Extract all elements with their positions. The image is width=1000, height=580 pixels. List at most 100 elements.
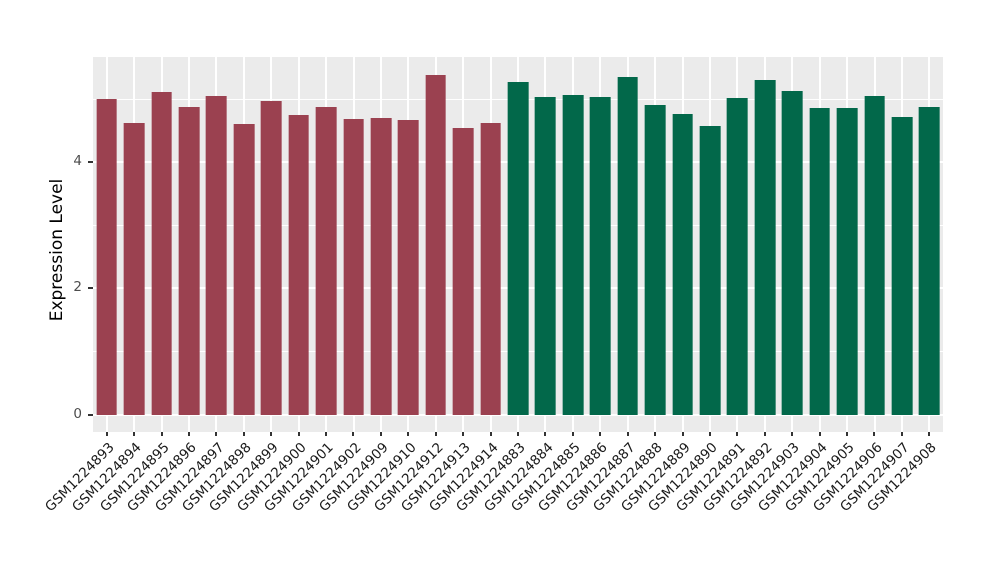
x-tick-mark — [818, 432, 821, 436]
bar-slot — [285, 57, 312, 432]
bar-GSM1224892 — [754, 80, 776, 415]
bar-GSM1224913 — [452, 128, 474, 415]
bar-GSM1224884 — [535, 97, 556, 415]
bar-slot — [916, 57, 943, 432]
bar-slot — [312, 57, 339, 432]
bar-slot — [587, 57, 614, 432]
bar-slot — [148, 57, 175, 432]
x-tick-mark — [160, 432, 163, 436]
x-tick-mark — [434, 432, 437, 436]
bar-GSM1224883 — [507, 81, 529, 415]
y-tick-mark-2 — [88, 287, 93, 290]
bar-GSM1224890 — [699, 126, 721, 415]
x-tick-mark — [626, 432, 629, 436]
x-tick-mark — [105, 432, 108, 436]
bar-GSM1224896 — [178, 106, 200, 415]
bar-slot — [779, 57, 806, 432]
bar-GSM1224889 — [672, 114, 693, 415]
y-tick-label-4: 4 — [73, 153, 82, 170]
x-tick-mark — [187, 432, 190, 436]
bar-GSM1224904 — [809, 107, 831, 415]
bar-slot — [641, 57, 668, 432]
bar-slot — [258, 57, 285, 432]
x-tick-mark — [352, 432, 355, 436]
x-tick-mark — [407, 432, 410, 436]
bar-GSM1224909 — [370, 117, 392, 415]
bar-slot — [203, 57, 230, 432]
x-tick-mark — [270, 432, 273, 436]
bar-slot — [395, 57, 422, 432]
bar-GSM1224898 — [233, 124, 255, 415]
y-axis-title: Expression Level — [47, 178, 67, 322]
bar-GSM1224903 — [781, 91, 803, 415]
bar-slot — [696, 57, 723, 432]
x-tick-mark — [873, 432, 876, 436]
bar-slot — [833, 57, 860, 432]
x-tick-mark — [379, 432, 382, 436]
x-tick-mark — [462, 432, 465, 436]
bar-GSM1224900 — [288, 114, 309, 415]
bar-GSM1224895 — [151, 92, 172, 415]
bar-slot — [230, 57, 257, 432]
x-tick-mark — [681, 432, 684, 436]
bar-slot — [449, 57, 476, 432]
x-tick-mark — [133, 432, 136, 436]
bar-GSM1224905 — [836, 108, 858, 415]
bar-slots — [93, 57, 943, 432]
bar-slot — [724, 57, 751, 432]
y-tick-mark-4 — [88, 161, 93, 164]
bar-slot — [422, 57, 449, 432]
bar-slot — [175, 57, 202, 432]
x-tick-mark — [325, 432, 328, 436]
bar-slot — [888, 57, 915, 432]
bar-GSM1224887 — [617, 76, 639, 415]
x-tick-mark — [928, 432, 931, 436]
bar-GSM1224885 — [562, 94, 584, 415]
x-tick-mark — [242, 432, 245, 436]
bar-GSM1224888 — [644, 105, 666, 415]
bar-GSM1224907 — [891, 117, 913, 415]
x-tick-mark — [708, 432, 711, 436]
bar-GSM1224901 — [315, 106, 337, 415]
x-tick-mark — [791, 432, 794, 436]
bar-slot — [532, 57, 559, 432]
x-tick-mark — [900, 432, 903, 436]
bar-slot — [559, 57, 586, 432]
bar-GSM1224897 — [206, 95, 227, 415]
bar-slot — [340, 57, 367, 432]
bar-GSM1224906 — [864, 95, 885, 415]
x-tick-mark — [736, 432, 739, 436]
x-tick-mark — [763, 432, 766, 436]
x-tick-mark — [846, 432, 849, 436]
bar-slot — [477, 57, 504, 432]
plot-panel — [93, 57, 943, 432]
bar-slot — [120, 57, 147, 432]
bar-slot — [93, 57, 120, 432]
x-tick-mark — [215, 432, 218, 436]
bar-GSM1224912 — [425, 75, 447, 415]
bar-slot — [669, 57, 696, 432]
bar-GSM1224902 — [343, 119, 364, 415]
x-tick-mark — [654, 432, 657, 436]
bar-GSM1224914 — [480, 122, 501, 415]
x-tick-mark — [297, 432, 300, 436]
bar-slot — [806, 57, 833, 432]
bar-GSM1224908 — [919, 107, 940, 415]
y-tick-label-0: 0 — [73, 405, 82, 422]
y-tick-mark-0 — [88, 413, 93, 416]
bar-GSM1224894 — [123, 122, 145, 415]
bar-slot — [751, 57, 778, 432]
bar-slot — [614, 57, 641, 432]
x-tick-mark — [544, 432, 547, 436]
bar-GSM1224891 — [727, 97, 748, 415]
bar-GSM1224886 — [589, 97, 611, 415]
y-tick-label-2: 2 — [73, 279, 82, 296]
x-tick-mark — [489, 432, 492, 436]
bar-slot — [367, 57, 394, 432]
x-tick-mark — [599, 432, 602, 436]
bar-GSM1224893 — [96, 99, 118, 415]
bar-GSM1224899 — [260, 100, 282, 415]
bar-slot — [861, 57, 888, 432]
bar-slot — [504, 57, 531, 432]
